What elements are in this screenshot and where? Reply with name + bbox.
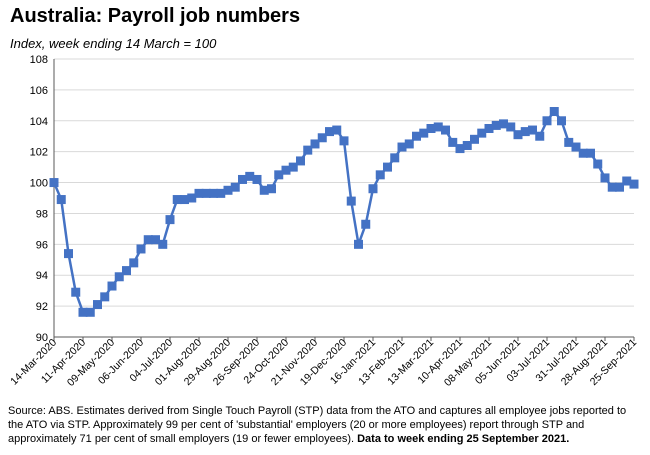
- data-point-marker: [107, 281, 117, 291]
- data-point-marker: [368, 184, 378, 194]
- data-point-marker: [578, 148, 588, 158]
- data-point-marker: [100, 292, 110, 302]
- data-point-marker: [122, 266, 131, 276]
- data-point-marker: [49, 178, 59, 188]
- data-point-marker: [223, 185, 233, 195]
- data-point-marker: [216, 188, 226, 198]
- data-point-marker: [586, 148, 595, 158]
- data-point-marker: [296, 156, 305, 166]
- data-point-marker: [557, 116, 566, 126]
- data-point-marker: [607, 182, 617, 192]
- data-point-marker: [129, 258, 139, 268]
- data-point-marker: [462, 140, 472, 150]
- data-point-marker: [332, 125, 342, 135]
- data-point-marker: [93, 300, 102, 310]
- y-tick-label: 96: [36, 239, 48, 251]
- data-point-marker: [520, 127, 530, 137]
- data-point-marker: [397, 142, 407, 152]
- data-point-marker: [143, 235, 153, 245]
- data-point-marker: [484, 124, 494, 133]
- data-point-marker: [136, 244, 146, 254]
- source-note: Source: ABS. Estimates derived from Sing…: [8, 404, 644, 446]
- data-point-marker: [549, 107, 559, 117]
- data-point-marker: [593, 159, 603, 169]
- data-point-marker: [390, 153, 400, 163]
- data-point-marker: [201, 188, 211, 198]
- data-point-marker: [85, 307, 95, 317]
- data-point-marker: [571, 142, 581, 152]
- data-point-marker: [564, 137, 574, 147]
- data-point-marker: [361, 219, 371, 229]
- data-point-marker: [470, 134, 479, 144]
- data-point-marker: [78, 307, 88, 317]
- data-point-marker: [491, 120, 501, 130]
- data-point-marker: [615, 182, 624, 192]
- data-point-marker: [600, 173, 610, 183]
- data-point-marker: [165, 215, 175, 225]
- data-point-marker: [325, 127, 334, 137]
- data-point-marker: [172, 195, 182, 205]
- data-point-marker: [622, 176, 632, 186]
- data-point-marker: [629, 179, 639, 189]
- data-point-marker: [238, 174, 247, 184]
- data-point-marker: [209, 188, 218, 198]
- data-point-marker: [288, 162, 298, 172]
- y-tick-label: 106: [30, 85, 48, 97]
- data-point-marker: [477, 128, 487, 138]
- y-tick-label: 104: [30, 116, 48, 128]
- data-point-marker: [375, 170, 385, 180]
- data-point-marker: [419, 128, 429, 138]
- data-point-marker: [455, 144, 465, 154]
- source-data-date: Data to week ending 25 September 2021.: [357, 433, 570, 445]
- y-tick-label: 94: [36, 270, 48, 282]
- data-point-marker: [404, 139, 414, 149]
- data-point-marker: [281, 165, 291, 175]
- chart-subtitle: Index, week ending 14 March = 100: [10, 36, 217, 51]
- source-text: Source: ABS. Estimates derived from Sing…: [8, 405, 627, 445]
- data-point-marker: [252, 174, 262, 184]
- data-point-marker: [230, 182, 240, 192]
- data-point-marker: [346, 196, 356, 206]
- y-tick-label: 102: [30, 147, 48, 159]
- data-point-marker: [506, 122, 516, 132]
- payroll-line-chart: 909294969810010210410610814-Mar-202011-A…: [8, 54, 639, 389]
- y-tick-label: 100: [30, 178, 48, 190]
- data-point-marker: [187, 193, 197, 203]
- chart-title: Australia: Payroll job numbers: [10, 5, 301, 27]
- data-point-marker: [267, 184, 276, 194]
- data-point-marker: [158, 239, 168, 249]
- data-point-marker: [245, 171, 255, 181]
- y-tick-label: 98: [36, 208, 48, 220]
- data-point-marker: [151, 235, 160, 245]
- data-point-marker: [535, 131, 545, 141]
- data-point-marker: [441, 125, 450, 135]
- data-point-marker: [71, 287, 81, 297]
- data-point-marker: [448, 137, 458, 147]
- data-point-marker: [64, 249, 73, 259]
- data-point-marker: [303, 145, 313, 155]
- data-point-marker: [426, 124, 436, 133]
- data-point-marker: [180, 195, 189, 205]
- data-point-marker: [274, 170, 284, 180]
- data-point-marker: [499, 119, 508, 129]
- data-point-marker: [56, 195, 66, 205]
- data-point-marker: [310, 139, 320, 149]
- data-point-marker: [194, 188, 204, 198]
- y-tick-label: 108: [30, 54, 48, 66]
- data-point-marker: [383, 162, 392, 172]
- data-point-marker: [528, 125, 537, 135]
- data-point-marker: [339, 136, 349, 146]
- data-point-marker: [513, 130, 523, 140]
- data-point-marker: [542, 116, 552, 126]
- data-point-marker: [259, 185, 269, 195]
- data-point-marker: [412, 131, 421, 141]
- data-point-marker: [114, 272, 124, 282]
- data-point-marker: [317, 133, 327, 143]
- data-point-marker: [354, 239, 363, 249]
- y-tick-label: 92: [36, 301, 48, 313]
- y-tick-label: 90: [36, 332, 48, 344]
- data-point-marker: [433, 122, 443, 132]
